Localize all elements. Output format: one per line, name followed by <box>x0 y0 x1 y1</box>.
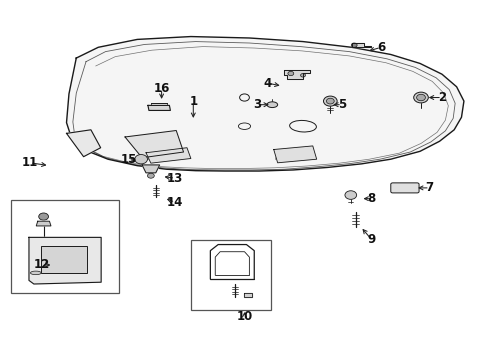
Text: 13: 13 <box>167 172 183 185</box>
Circle shape <box>326 98 333 104</box>
Text: 3: 3 <box>253 98 261 111</box>
Circle shape <box>135 154 147 164</box>
Polygon shape <box>36 221 51 226</box>
Polygon shape <box>148 105 170 111</box>
Circle shape <box>147 173 154 178</box>
Circle shape <box>416 94 425 101</box>
Text: 4: 4 <box>263 77 271 90</box>
Text: 11: 11 <box>22 156 38 169</box>
Ellipse shape <box>30 271 41 275</box>
Text: 9: 9 <box>366 233 375 246</box>
Text: 1: 1 <box>189 95 197 108</box>
Polygon shape <box>243 293 252 297</box>
Text: 7: 7 <box>425 181 433 194</box>
Polygon shape <box>142 165 159 173</box>
Circle shape <box>287 71 293 76</box>
FancyBboxPatch shape <box>390 183 418 193</box>
Polygon shape <box>146 148 190 163</box>
Text: 6: 6 <box>376 41 385 54</box>
Text: 14: 14 <box>167 196 183 209</box>
Polygon shape <box>273 146 316 163</box>
Text: 5: 5 <box>337 98 346 111</box>
Text: 12: 12 <box>34 258 50 271</box>
Ellipse shape <box>266 102 277 108</box>
Bar <box>11 200 119 293</box>
Text: 2: 2 <box>437 91 445 104</box>
Circle shape <box>323 96 336 106</box>
Circle shape <box>350 43 356 47</box>
Circle shape <box>39 213 48 220</box>
Polygon shape <box>351 43 370 47</box>
Text: 8: 8 <box>366 192 375 205</box>
Text: 10: 10 <box>236 310 252 324</box>
Polygon shape <box>66 130 101 157</box>
Text: 16: 16 <box>153 82 169 95</box>
Polygon shape <box>66 37 463 171</box>
Circle shape <box>413 92 427 103</box>
Polygon shape <box>283 70 310 78</box>
Polygon shape <box>29 237 101 284</box>
Circle shape <box>300 73 305 77</box>
Bar <box>190 240 271 310</box>
Polygon shape <box>125 131 183 158</box>
Circle shape <box>344 191 356 199</box>
Bar <box>41 246 87 273</box>
Text: 15: 15 <box>120 153 136 166</box>
